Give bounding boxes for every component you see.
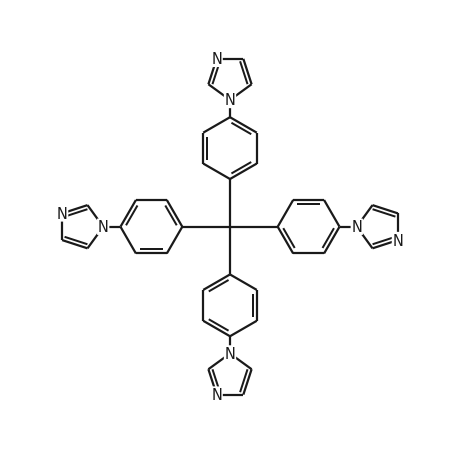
- Text: N: N: [211, 52, 222, 67]
- Text: N: N: [224, 93, 235, 108]
- Text: N: N: [224, 346, 235, 361]
- Text: N: N: [56, 207, 67, 221]
- Text: N: N: [211, 387, 222, 402]
- Text: N: N: [392, 233, 403, 248]
- Text: N: N: [351, 220, 361, 235]
- Text: N: N: [98, 220, 108, 235]
